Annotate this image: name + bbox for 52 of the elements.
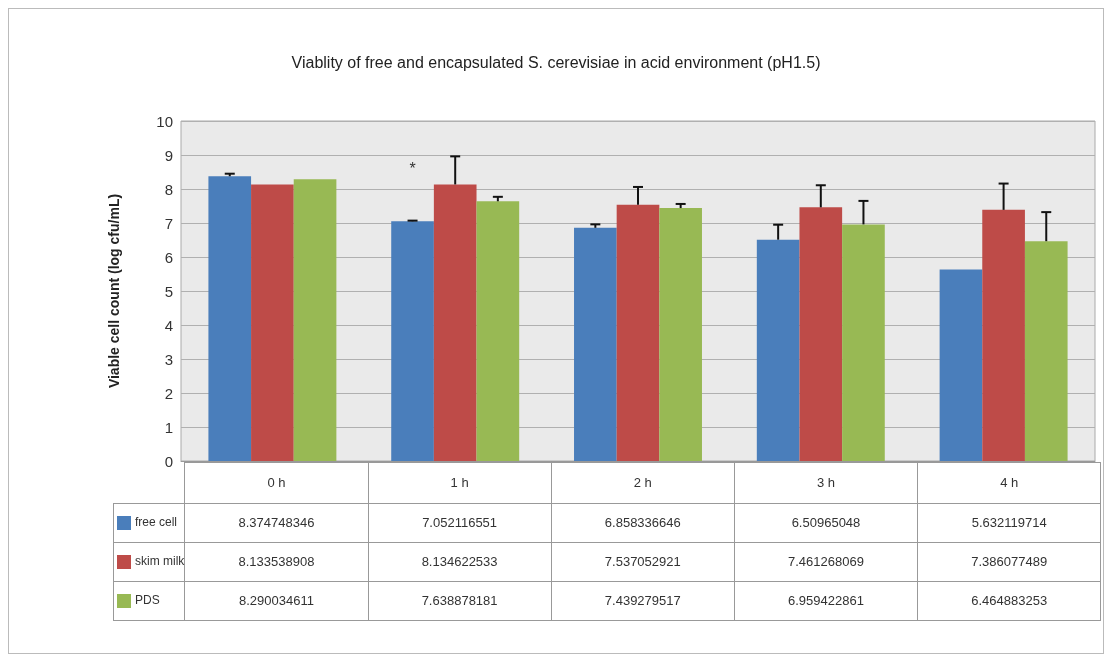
data-label: 7.638878181 [368, 581, 552, 620]
y-tick-label: 0 [164, 452, 173, 470]
x-tick-label: 0 h [184, 462, 369, 503]
y-tick-label: 9 [164, 146, 173, 164]
y-tick-label: 6 [164, 248, 173, 266]
data-label: 6.50965048 [734, 503, 918, 542]
bar [799, 207, 843, 461]
data-label: 7.386077489 [917, 542, 1101, 581]
bar [208, 176, 252, 461]
data-label: 6.959422861 [734, 581, 918, 620]
chart-title: Viablity of free and encapsulated S. cerevisiae in acid environment (pH1.5) [291, 53, 821, 71]
bar [616, 204, 660, 461]
y-tick-label: 2 [164, 384, 173, 402]
bar [842, 224, 885, 461]
y-tick-label: 7 [164, 214, 173, 232]
bar [293, 179, 337, 461]
data-label: 8.290034611 [184, 581, 369, 620]
bar [251, 184, 294, 461]
x-tick-label: 2 h [551, 462, 735, 503]
bar [982, 209, 1025, 461]
data-label: 7.537052921 [551, 542, 735, 581]
data-label: 7.052116551 [368, 503, 552, 542]
bar [391, 221, 434, 461]
bar [433, 184, 477, 461]
bar [574, 227, 617, 461]
legend-label: PDS [113, 581, 185, 620]
y-tick-label: 3 [164, 350, 173, 368]
bar [756, 239, 800, 461]
y-tick-label: 1 [164, 418, 173, 436]
legend-label: skim milk [113, 542, 185, 581]
data-label: 7.461268069 [734, 542, 918, 581]
y-tick-label: 10 [156, 112, 173, 130]
x-tick-label: 1 h [368, 462, 552, 503]
bar [659, 208, 702, 461]
x-tick-label: 4 h [917, 462, 1101, 503]
data-label: 8.374748346 [184, 503, 369, 542]
data-label: 6.858336646 [551, 503, 735, 542]
annotation: * [409, 160, 416, 178]
data-label: 6.464883253 [917, 581, 1101, 620]
y-tick-label: 4 [164, 316, 173, 334]
y-axis-title: Viable cell count (log cfu/mL) [106, 193, 122, 389]
legend-label: free cell [113, 503, 185, 542]
data-label: 8.133538908 [184, 542, 369, 581]
bar [476, 201, 520, 461]
bar [1024, 241, 1068, 461]
y-tick-label: 8 [164, 180, 173, 198]
data-label: 5.632119714 [917, 503, 1101, 542]
data-label: 7.439279517 [551, 581, 735, 620]
bar [939, 269, 983, 461]
x-tick-label: 3 h [734, 462, 918, 503]
data-label: 8.134622533 [368, 542, 552, 581]
y-tick-label: 5 [164, 282, 173, 300]
